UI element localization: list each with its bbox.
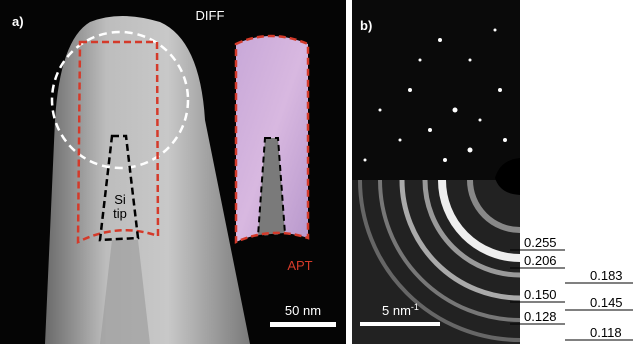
d-spacing: 0.145: [590, 295, 623, 310]
d-spacing: 0.128: [524, 309, 557, 324]
d-spacing: 0.183: [590, 268, 623, 283]
scale-bar-superscript: -1: [411, 302, 419, 312]
d-spacing: 0.255: [524, 235, 557, 250]
scale-bar-text: 5 nm: [382, 303, 411, 318]
d-spacing: 0.206: [524, 253, 557, 268]
panel-label: b): [360, 18, 372, 33]
diff-label: DIFF: [196, 8, 225, 23]
panel-label: a): [12, 14, 24, 29]
apt-label: APT: [287, 258, 312, 273]
panel-a: Si tip DIFF a) APT 50 nm: [0, 0, 346, 344]
panel-b: b) 5 nm-1 0.255 0.206 0.183 0.150 0.145 …: [352, 0, 633, 344]
diffraction-spots-background: [352, 0, 520, 180]
scale-bar-label: 50 nm: [285, 303, 321, 318]
scale-bar: [360, 322, 440, 326]
scale-bar: [270, 322, 336, 327]
d-spacing: 0.150: [524, 287, 557, 302]
figure: Si tip DIFF a) APT 50 nm b): [0, 0, 633, 344]
d-spacing: 0.118: [590, 325, 622, 340]
si-label: Si: [114, 192, 126, 207]
tip-label: tip: [113, 206, 127, 221]
